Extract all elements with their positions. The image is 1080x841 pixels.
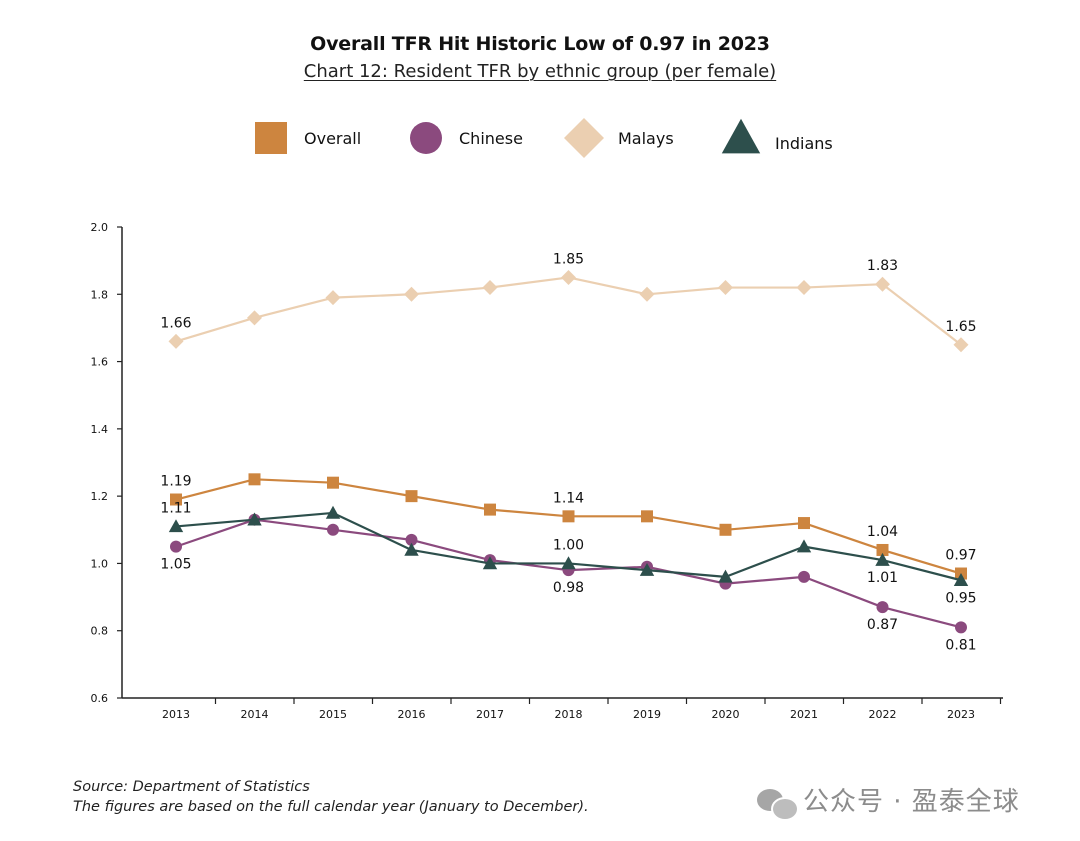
x-tick-label: 2023 bbox=[947, 708, 975, 721]
data-point-indians bbox=[404, 542, 419, 556]
data-point-indians bbox=[875, 552, 890, 566]
legend-label-malays: Malays bbox=[618, 129, 674, 148]
data-label-indians: 1.01 bbox=[867, 570, 898, 586]
data-label-malays: 1.66 bbox=[160, 315, 191, 331]
legend-label-overall: Overall bbox=[304, 129, 361, 148]
x-tick-label: 2014 bbox=[241, 708, 269, 721]
data-point-overall bbox=[327, 476, 339, 489]
data-point-chinese bbox=[955, 621, 967, 634]
legend-label-chinese: Chinese bbox=[459, 129, 523, 148]
x-tick-label: 2021 bbox=[790, 708, 818, 721]
chart-subtitle-text: Chart 12: Resident TFR by ethnic group (… bbox=[303, 61, 777, 82]
y-tick-label: 1.2 bbox=[91, 490, 109, 503]
data-label-chinese: 1.05 bbox=[160, 557, 191, 573]
data-label-chinese: 0.87 bbox=[867, 617, 898, 633]
data-point-overall bbox=[876, 543, 889, 556]
data-point-indians bbox=[247, 512, 262, 526]
y-tick-label: 1.0 bbox=[91, 557, 109, 570]
data-point-malays bbox=[561, 269, 576, 285]
series-chinese bbox=[170, 513, 967, 634]
x-tick-label: 2015 bbox=[319, 708, 347, 721]
x-tick-label: 2020 bbox=[712, 708, 740, 721]
x-tick-label: 2018 bbox=[555, 708, 583, 721]
data-point-overall bbox=[484, 503, 496, 516]
data-label-malays: 1.85 bbox=[553, 251, 584, 267]
line-chart: Overall Chinese Malays Indians 0.6 0.8 1.0 1.2… bbox=[91, 118, 1003, 721]
source-note: Source: Department of Statistics bbox=[73, 779, 310, 795]
calendar-note: The figures are based on the full calend… bbox=[73, 799, 589, 815]
data-point-malays bbox=[168, 333, 184, 349]
y-tick-label: 1.4 bbox=[91, 423, 109, 436]
data-point-indians bbox=[482, 556, 498, 570]
data-label-overall: 1.04 bbox=[867, 524, 898, 540]
chart-title: Overall TFR Hit Historic Low of 0.97 in … bbox=[310, 33, 770, 55]
legend-marker-overall bbox=[255, 122, 287, 154]
data-point-overall bbox=[248, 473, 261, 486]
data-point-overall bbox=[798, 517, 810, 530]
chart-footnote: Source: Department of Statistics The fig… bbox=[73, 777, 589, 817]
data-point-overall bbox=[641, 510, 653, 523]
data-label-indians: 0.95 bbox=[945, 590, 976, 606]
y-tick-label: 0.6 bbox=[91, 692, 109, 705]
y-tick-label: 1.8 bbox=[91, 288, 109, 301]
series-malays bbox=[168, 269, 969, 353]
data-point-malays bbox=[796, 280, 812, 296]
data-point-indians bbox=[561, 556, 576, 570]
data-point-chinese bbox=[170, 540, 182, 553]
data-point-malays bbox=[482, 280, 498, 296]
legend-marker-chinese bbox=[410, 122, 442, 154]
data-label-chinese: 0.98 bbox=[553, 580, 584, 596]
data-label-indians: 1.00 bbox=[553, 537, 584, 553]
data-point-malays bbox=[875, 276, 890, 292]
series-indians bbox=[168, 505, 969, 587]
series-line-malays bbox=[175, 276, 962, 346]
x-tick-label: 2017 bbox=[476, 708, 504, 721]
data-label-malays: 1.65 bbox=[945, 319, 976, 335]
data-point-indians bbox=[718, 569, 733, 583]
data-point-malays bbox=[953, 337, 969, 353]
y-tick-label: 1.6 bbox=[91, 356, 109, 369]
data-label-overall: 1.14 bbox=[553, 490, 584, 506]
data-point-chinese bbox=[327, 523, 339, 536]
series-layer bbox=[168, 269, 969, 634]
chart-subtitle: Chart 12: Resident TFR by ethnic group (… bbox=[0, 61, 1080, 82]
data-label-overall: 0.97 bbox=[945, 548, 976, 564]
data-label-malays: 1.83 bbox=[867, 258, 898, 274]
data-point-chinese bbox=[876, 601, 889, 614]
x-tick-label: 2016 bbox=[398, 708, 426, 721]
data-point-malays bbox=[247, 310, 262, 326]
data-point-malays bbox=[639, 286, 655, 302]
y-tick-label: 2.0 bbox=[91, 221, 109, 234]
legend-marker-malays bbox=[564, 118, 604, 158]
y-tick-label: 0.8 bbox=[91, 625, 109, 638]
data-point-overall bbox=[719, 523, 732, 536]
data-point-overall bbox=[170, 493, 182, 506]
data-point-malays bbox=[325, 290, 341, 306]
x-tick-label: 2013 bbox=[162, 708, 190, 721]
data-label-chinese: 0.81 bbox=[945, 637, 976, 653]
data-point-overall bbox=[562, 510, 575, 523]
data-point-indians bbox=[953, 573, 969, 587]
data-point-malays bbox=[404, 286, 419, 302]
data-labels: 1.66 1.85 1.83 1.65 1.19 1.14 1.04 0.97 1.11 1.00… bbox=[160, 251, 976, 653]
data-point-indians bbox=[325, 505, 341, 519]
data-point-indians bbox=[168, 519, 184, 533]
chart-legend: Overall Chinese Malays Indians bbox=[255, 118, 833, 158]
wechat-icon bbox=[757, 787, 799, 821]
data-point-overall bbox=[405, 490, 418, 503]
data-point-malays bbox=[718, 280, 733, 296]
data-point-indians bbox=[639, 562, 655, 576]
legend-label-indians: Indians bbox=[775, 134, 833, 153]
data-point-chinese bbox=[798, 570, 810, 583]
x-tick-label: 2022 bbox=[869, 708, 897, 721]
watermark-text: 公众号 · 盈泰全球 bbox=[803, 787, 1020, 817]
data-label-overall: 1.19 bbox=[160, 474, 191, 490]
legend-marker-indians bbox=[721, 118, 761, 154]
watermark: 公众号 · 盈泰全球 bbox=[757, 781, 1020, 821]
data-point-indians bbox=[796, 539, 812, 553]
x-tick-label: 2019 bbox=[633, 708, 661, 721]
data-label-indians: 1.11 bbox=[160, 500, 191, 516]
chart-axes: 0.6 0.8 1.0 1.2 1.4 1.6 1.8 2.0 2013 2014 2015 2016… bbox=[91, 221, 1003, 721]
data-point-chinese bbox=[405, 533, 418, 546]
